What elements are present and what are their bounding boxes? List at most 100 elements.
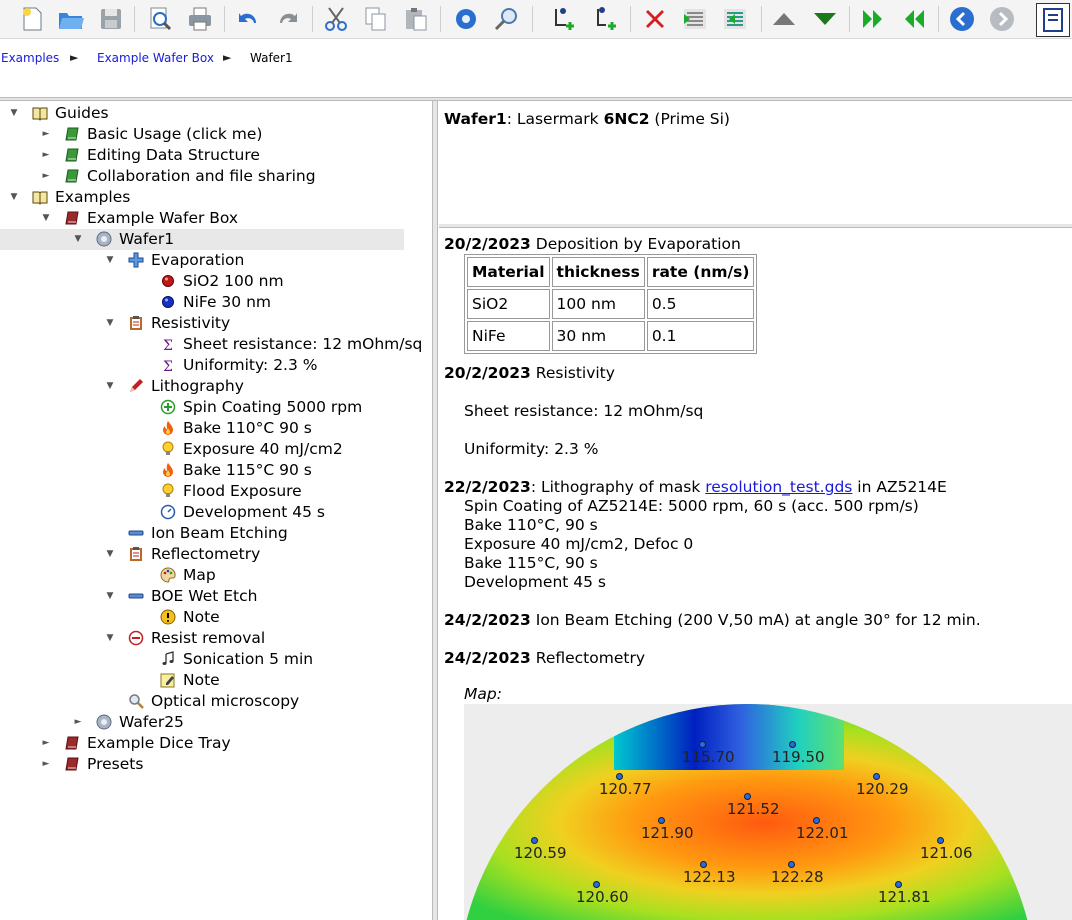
settings-gear-icon[interactable] [450, 3, 482, 35]
collapse-toggle-icon[interactable]: ▼ [106, 591, 114, 601]
copy-icon[interactable] [360, 3, 392, 35]
find-icon[interactable] [490, 3, 522, 35]
table-cell: SiO2 [467, 289, 550, 319]
tree-item[interactable]: Spin Coating 5000 rpm [0, 397, 404, 418]
tree-item-label: BOE Wet Etch [151, 587, 258, 605]
delete-icon[interactable] [639, 3, 671, 35]
circle-minus-icon [128, 630, 144, 646]
tree-item[interactable]: Bake 115°C 90 s [0, 460, 404, 481]
tree-item[interactable]: Bake 110°C 90 s [0, 418, 404, 439]
tree-item[interactable]: ► Collaboration and file sharing [0, 166, 404, 187]
tree-item[interactable]: ▼ Guides [0, 103, 404, 124]
redo-icon[interactable] [272, 3, 304, 35]
tree-item[interactable]: Optical microscopy [0, 691, 404, 712]
expand-toggle-icon[interactable]: ► [42, 738, 50, 748]
tree-item[interactable]: ► Editing Data Structure [0, 145, 404, 166]
tree-item[interactable]: Map [0, 565, 404, 586]
map-point [788, 861, 795, 868]
tree-item-label: Note [183, 608, 220, 626]
tree-item[interactable]: ▼ Resistivity [0, 313, 404, 334]
tree-item[interactable]: ► Basic Usage (click me) [0, 124, 404, 145]
tree-item[interactable]: ▼ Example Wafer Box [0, 208, 404, 229]
collapse-toggle-icon[interactable]: ▼ [106, 255, 114, 265]
expand-toggle-icon[interactable]: ► [42, 759, 50, 769]
expand-toggle-icon[interactable]: ► [42, 129, 50, 139]
cut-icon[interactable] [320, 3, 352, 35]
open-folder-icon[interactable] [55, 3, 87, 35]
tree-item[interactable]: SiO2 100 nm [0, 271, 404, 292]
map-value-label: 120.77 [599, 780, 652, 798]
expand-toggle-icon[interactable]: ► [74, 717, 82, 727]
tree-item[interactable]: Sonication 5 min [0, 649, 404, 670]
add-child-icon[interactable] [548, 3, 580, 35]
bulb-icon [160, 483, 176, 499]
move-up-icon[interactable] [768, 3, 800, 35]
expand-toggle-icon[interactable]: ► [42, 150, 50, 160]
tree-item[interactable]: Flood Exposure [0, 481, 404, 502]
tree-item[interactable]: ► Wafer25 [0, 712, 404, 733]
move-down-icon[interactable] [809, 3, 841, 35]
breadcrumb-example-wafer-box[interactable]: Example Wafer Box [97, 51, 214, 65]
tree-item[interactable]: ► Presets [0, 754, 404, 775]
horizontal-splitter[interactable] [0, 97, 1072, 101]
tree-item[interactable]: Note [0, 670, 404, 691]
evaporation-heading: 20/2/2023 Deposition by Evaporation [444, 235, 741, 253]
paste-icon[interactable] [400, 3, 432, 35]
tree-item[interactable]: ► Example Dice Tray [0, 733, 404, 754]
tree-item[interactable]: ▼ Lithography [0, 376, 404, 397]
tree-item-label: NiFe 30 nm [183, 293, 272, 311]
expand-toggle-icon[interactable]: ► [42, 171, 50, 181]
vertical-splitter[interactable] [432, 101, 438, 920]
map-value-label: 120.29 [856, 780, 909, 798]
tree-item[interactable]: Σ Uniformity: 2.3 % [0, 355, 404, 376]
map-label: Map: [464, 685, 502, 703]
mask-file-link[interactable]: resolution_test.gds [705, 478, 853, 496]
collapse-toggle-icon[interactable]: ▼ [106, 318, 114, 328]
print-icon[interactable] [184, 3, 216, 35]
map-point [744, 793, 751, 800]
tree-item[interactable]: ▼ Wafer1 [0, 229, 404, 250]
add-sibling-icon[interactable] [590, 3, 622, 35]
breadcrumb-examples[interactable]: Examples [1, 51, 60, 65]
pane-splitter[interactable] [439, 224, 1072, 228]
breadcrumb-separator: ► [223, 51, 232, 64]
forward-icon[interactable] [857, 3, 889, 35]
collapse-toggle-icon[interactable]: ▼ [106, 549, 114, 559]
pen-icon [128, 378, 144, 394]
collapse-toggle-icon[interactable]: ▼ [106, 381, 114, 391]
search-document-icon[interactable] [144, 3, 176, 35]
collapse-list-icon[interactable] [679, 3, 711, 35]
tree-item[interactable]: ▼ Reflectometry [0, 544, 404, 565]
tree-item[interactable]: Ion Beam Etching [0, 523, 404, 544]
collapse-toggle-icon[interactable]: ▼ [106, 633, 114, 643]
tree-item[interactable]: Development 45 s [0, 502, 404, 523]
collapse-toggle-icon[interactable]: ▼ [74, 234, 82, 244]
tree-item[interactable]: ▼ BOE Wet Etch [0, 586, 404, 607]
tree-item[interactable]: ▼ Examples [0, 187, 404, 208]
tree-item[interactable]: NiFe 30 nm [0, 292, 404, 313]
navigate-forward-icon[interactable] [986, 3, 1018, 35]
undo-icon[interactable] [232, 3, 264, 35]
collapse-toggle-icon[interactable]: ▼ [42, 213, 50, 223]
navigate-back-icon[interactable] [946, 3, 978, 35]
tree-item[interactable]: Σ Sheet resistance: 12 mOhm/sq [0, 334, 422, 355]
note-pencil-icon [160, 672, 176, 688]
reflectometry-heading: 24/2/2023 Reflectometry [444, 649, 646, 667]
new-document-icon[interactable] [16, 3, 48, 35]
map-point [813, 817, 820, 824]
tree-item[interactable]: ▼ Resist removal [0, 628, 404, 649]
save-icon[interactable] [95, 3, 127, 35]
tree-item-label: SiO2 100 nm [183, 272, 284, 290]
collapse-toggle-icon[interactable]: ▼ [10, 192, 18, 202]
map-value-label: 121.06 [920, 844, 973, 862]
table-cell: 30 nm [551, 321, 645, 351]
collapse-toggle-icon[interactable]: ▼ [10, 108, 18, 118]
map-value-label: 115.70 [682, 748, 735, 766]
view-panel-icon[interactable] [1036, 3, 1070, 37]
tree-item[interactable]: Note [0, 607, 404, 628]
tree-item-label: Note [183, 671, 220, 689]
tree-item[interactable]: ▼ Evaporation [0, 250, 404, 271]
back-icon[interactable] [898, 3, 930, 35]
tree-item[interactable]: Exposure 40 mJ/cm2 [0, 439, 404, 460]
expand-list-icon[interactable] [719, 3, 751, 35]
